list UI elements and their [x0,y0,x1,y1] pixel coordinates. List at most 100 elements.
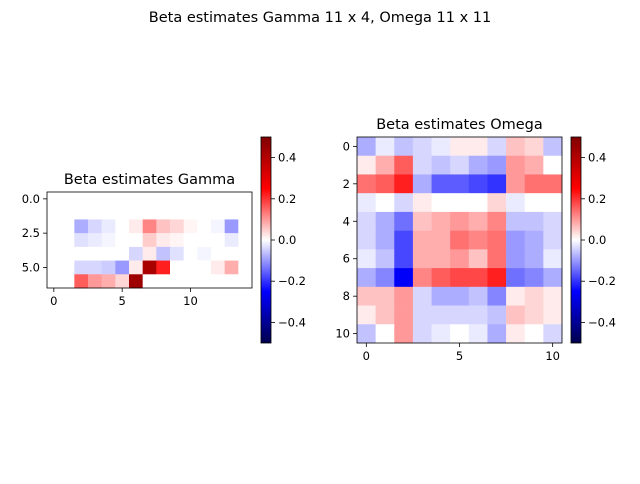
gamma-colorbar-tick-label: 0.4 [278,151,296,165]
omega-cell-r6-c2 [394,249,414,269]
omega-cell-r7-c6 [468,268,488,288]
gamma-cell-r3-c5 [115,233,130,248]
gamma-cell-r1-c12 [211,205,225,220]
omega-cell-r8-c6 [468,286,488,306]
omega-cell-r8-c8 [506,286,526,306]
omega-cell-r3-c4 [431,193,451,213]
gamma-cell-r1-c6 [129,205,143,220]
omega-colorbar-tick-label: −0.4 [588,315,616,329]
omega-ytick-label: 6 [343,252,350,266]
gamma-cell-r5-c11 [197,260,212,275]
gamma-y-ticks: 0.0 2.5 5.0 [22,192,47,274]
omega-cell-r10-c8 [506,324,526,344]
omega-y-ticks: 0 2 4 6 8 10 [335,139,357,341]
gamma-colorbar-tick-label: −0.2 [278,274,306,288]
gamma-cell-r3-c8 [156,233,171,248]
gamma-axes-frame [46,191,253,289]
gamma-cell-r0-c3 [88,192,102,207]
omega-cell-r4-c4 [431,211,451,231]
omega-cell-r3-c10 [543,193,563,213]
omega-cell-r6-c5 [450,249,470,269]
omega-cell-r7-c7 [487,268,507,288]
gamma-cell-r6-c6 [129,274,143,289]
gamma-cell-r5-c9 [170,260,184,275]
gamma-cell-r4-c9 [170,246,184,261]
omega-ytick-label: 8 [343,289,350,303]
gamma-cell-r2-c2 [74,219,89,234]
gamma-cell-r3-c3 [88,233,102,248]
gamma-cell-r5-c6 [129,260,143,275]
omega-cell-r2-c0 [357,174,376,194]
omega-cell-r3-c3 [412,193,432,213]
omega-cell-r1-c1 [375,155,395,175]
gamma-colorbar-ticks: 0.4 0.2 0.0 −0.2 −0.4 [271,151,306,329]
gamma-cell-r1-c8 [156,205,171,220]
omega-cell-r1-c0 [357,155,376,175]
omega-cell-r3-c0 [357,193,376,213]
gamma-cell-r2-c4 [101,219,116,234]
omega-cell-r7-c8 [506,268,526,288]
gamma-x-ticks: 0 5 10 [50,288,198,308]
gamma-cell-r5-c12 [211,260,225,275]
omega-cell-r9-c7 [487,305,507,325]
omega-cell-r4-c3 [412,211,432,231]
omega-cell-r2-c2 [394,174,414,194]
gamma-cell-r5-c8 [156,260,171,275]
omega-cell-r5-c0 [357,230,376,250]
omega-ytick-label: 2 [343,177,350,191]
gamma-cell-r2-c10 [183,219,198,234]
gamma-cell-r1-c0 [47,205,61,220]
gamma-cell-r3-c1 [60,233,75,248]
omega-cell-r3-c6 [468,193,488,213]
omega-cell-r5-c5 [450,230,470,250]
gamma-cell-r4-c10 [183,246,198,261]
omega-cell-r0-c2 [394,137,414,157]
omega-cell-r9-c6 [468,305,488,325]
gamma-cell-r0-c2 [74,192,89,207]
gamma-cell-r2-c13 [224,219,239,234]
gamma-cell-r4-c4 [101,246,116,261]
gamma-xtick-label: 10 [183,294,198,308]
gamma-cell-r3-c12 [211,233,225,248]
omega-cell-r5-c6 [468,230,488,250]
gamma-cell-r2-c6 [129,219,143,234]
gamma-cell-r6-c3 [88,274,102,289]
gamma-xtick-label: 5 [119,294,126,308]
omega-panel: Beta estimates Omega 0 5 10 0 2 4 6 8 10 0.4 0.2… [335,117,616,363]
omega-cell-r10-c4 [431,324,451,344]
gamma-cell-r1-c5 [115,205,130,220]
omega-cell-r4-c6 [468,211,488,231]
omega-cell-r2-c6 [468,174,488,194]
omega-cell-r6-c3 [412,249,432,269]
omega-cell-r10-c0 [357,324,376,344]
gamma-cell-r2-c7 [142,219,157,234]
gamma-cell-r1-c1 [60,205,75,220]
gamma-cell-r3-c4 [101,233,116,248]
gamma-cell-r2-c11 [197,219,212,234]
gamma-ytick-label: 2.5 [22,226,40,240]
omega-cell-r8-c2 [394,286,414,306]
omega-cell-r7-c0 [357,268,376,288]
gamma-cell-r3-c14 [238,233,253,248]
gamma-cell-r5-c2 [74,260,89,275]
gamma-cell-r5-c3 [88,260,102,275]
gamma-cell-r5-c0 [47,260,61,275]
gamma-cell-r4-c7 [142,246,157,261]
omega-cell-r1-c4 [431,155,451,175]
omega-cell-r6-c8 [506,249,526,269]
gamma-cell-r0-c4 [101,192,116,207]
omega-cell-r5-c3 [412,230,432,250]
gamma-cell-r2-c1 [60,219,75,234]
omega-cell-r8-c7 [487,286,507,306]
gamma-cell-r6-c0 [47,274,61,289]
gamma-cell-r1-c3 [88,205,102,220]
gamma-panel: Beta estimates Gamma 0 5 10 0.02.55.0 0.40… [22,136,306,344]
omega-cell-r4-c2 [394,211,414,231]
omega-colorbar-ticks: 0.4 0.2 0.0 −0.2 −0.4 [581,151,616,329]
omega-cell-r9-c1 [375,305,395,325]
gamma-cell-r1-c9 [170,205,184,220]
gamma-cell-r0-c7 [142,192,157,207]
omega-cell-r4-c8 [506,211,526,231]
gamma-cell-r5-c4 [101,260,116,275]
omega-cell-r4-c7 [487,211,507,231]
